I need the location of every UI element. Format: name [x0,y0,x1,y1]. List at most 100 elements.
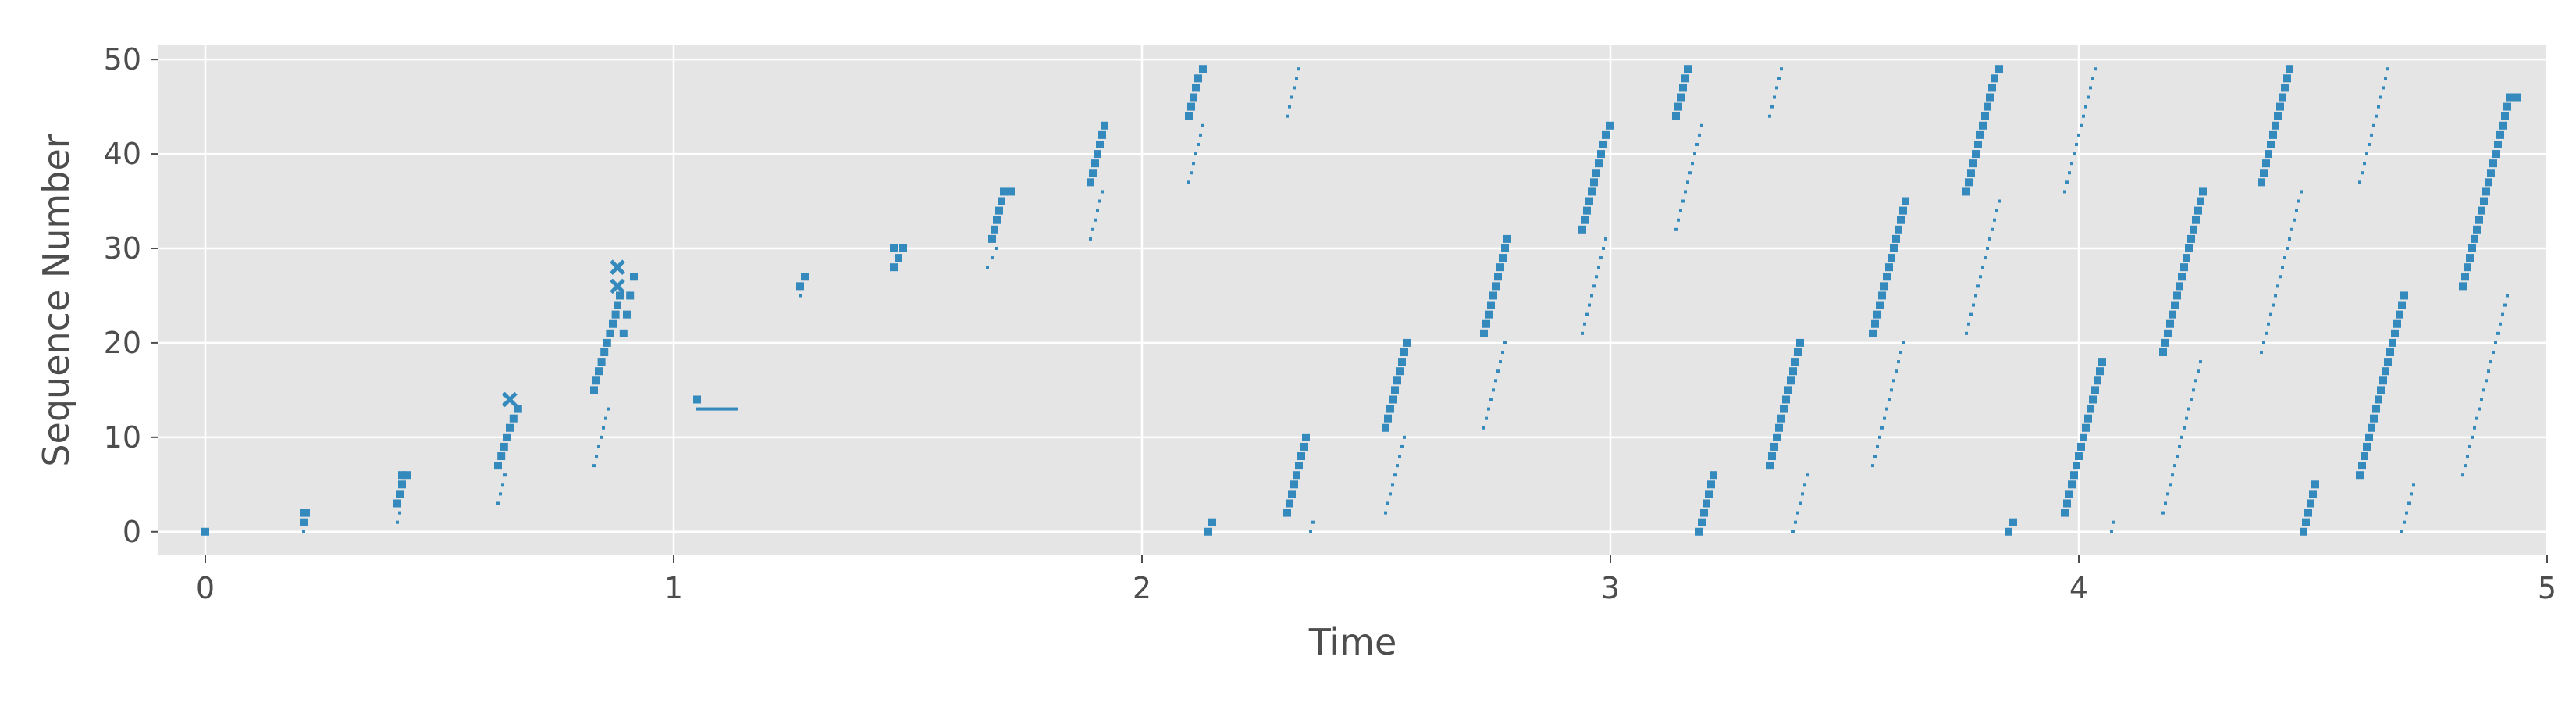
data-point-dot [2297,199,2300,203]
data-point-square [2304,509,2312,517]
data-point-dot [1187,180,1190,184]
data-point-square [302,509,310,517]
data-point-square [1384,414,1392,423]
data-point-square [2082,423,2090,432]
data-point-dot [2410,492,2413,496]
data-point-square [514,405,522,413]
data-point-dot [1585,312,1589,316]
data-point-dot [1590,294,1593,298]
data-point-dot [2166,492,2169,496]
data-point-dot [1489,398,1493,401]
data-point-dot [1806,473,1809,477]
data-point-square [1899,206,1907,215]
data-point-dot [1780,67,1783,71]
data-point-square [1094,150,1101,159]
data-point-dot [799,294,802,298]
data-point-square [1578,225,1586,234]
data-point-dot [1091,227,1094,231]
data-point-square [2063,499,2071,508]
data-point-dot [2080,123,2083,127]
data-point-square [1295,462,1303,470]
y-tick-label: 30 [104,231,141,266]
data-point-square [2363,442,2371,451]
data-point-square [1981,112,1989,120]
data-point-square [2300,527,2307,536]
data-point-dot [1794,520,1797,524]
data-point-dot [2183,426,2186,430]
data-point-dot [1503,341,1507,344]
data-point-square [2461,273,2469,281]
data-point-dot [1588,303,1591,307]
data-point-dot [1969,312,1973,316]
data-point-dot [1878,435,1881,439]
data-point-dot [604,416,607,420]
data-point-dot [2112,520,2115,524]
marks-layer [201,65,2521,536]
data-point-square [606,329,614,337]
data-point-dot [2267,322,2270,326]
data-point-dot [2368,142,2371,146]
data-point-square [1480,329,1488,337]
data-point-square [2089,395,2097,404]
data-point-square [993,216,1001,224]
data-point-square [1684,65,1692,73]
data-point-square [2279,93,2286,102]
data-point-dot [2068,171,2071,175]
data-point-dot [1386,501,1389,505]
data-point-square [1300,442,1308,451]
data-point-square [1602,130,1610,139]
data-point-dot [1871,464,1874,468]
data-point-square [1984,102,1991,111]
data-point-square [2473,225,2481,234]
data-point-square [2087,405,2094,413]
data-point-dot [1897,360,1900,364]
data-point-square [1770,442,1778,451]
data-point-dot [1895,369,1898,373]
data-point-square [1965,178,1973,187]
data-point-square [796,282,804,291]
data-point-square [1768,452,1776,461]
data-point-square [2487,169,2495,177]
data-point-square [1791,358,1799,366]
data-point-square [2478,206,2485,215]
data-point-square [1782,395,1790,404]
data-point-dot [1873,455,1877,459]
data-point-square [1204,527,1212,536]
data-point-dot [1984,256,1987,260]
data-point-dot [2063,190,2066,194]
x-tick-label: 0 [196,571,215,605]
data-point-dot [1295,77,1298,80]
data-point-square [2187,234,2195,243]
data-point-dot [1791,530,1795,533]
data-point-square [1710,471,1717,480]
data-point-dot [728,407,731,411]
data-point-square [1588,187,1596,196]
data-point-square [1705,490,1713,498]
data-point-dot [986,266,989,269]
data-point-square [600,348,609,357]
data-point-dot [1311,520,1315,524]
data-point-square [2005,527,2012,536]
data-point-dot [2384,77,2387,80]
data-point-dot [2161,511,2165,515]
data-point-dot [1890,388,1893,392]
data-point-square [801,273,809,281]
data-point-square [2480,197,2488,205]
data-point-square [2468,244,2476,252]
data-point-square [2398,301,2406,309]
data-point-dot [1384,511,1387,515]
data-point-square [1880,282,1888,291]
data-point-square [2267,140,2275,148]
data-point-dot [1691,162,1694,166]
data-point-square [619,329,628,337]
data-point-dot [2187,407,2190,411]
data-point-dot [2199,360,2202,364]
data-point-square [1777,414,1785,423]
data-point-square [609,319,617,328]
data-point-square [1780,405,1788,413]
data-point-dot [1681,199,1685,203]
data-point-dot [2283,256,2286,260]
data-point-square [2091,386,2099,394]
data-point-square [1185,112,1193,120]
